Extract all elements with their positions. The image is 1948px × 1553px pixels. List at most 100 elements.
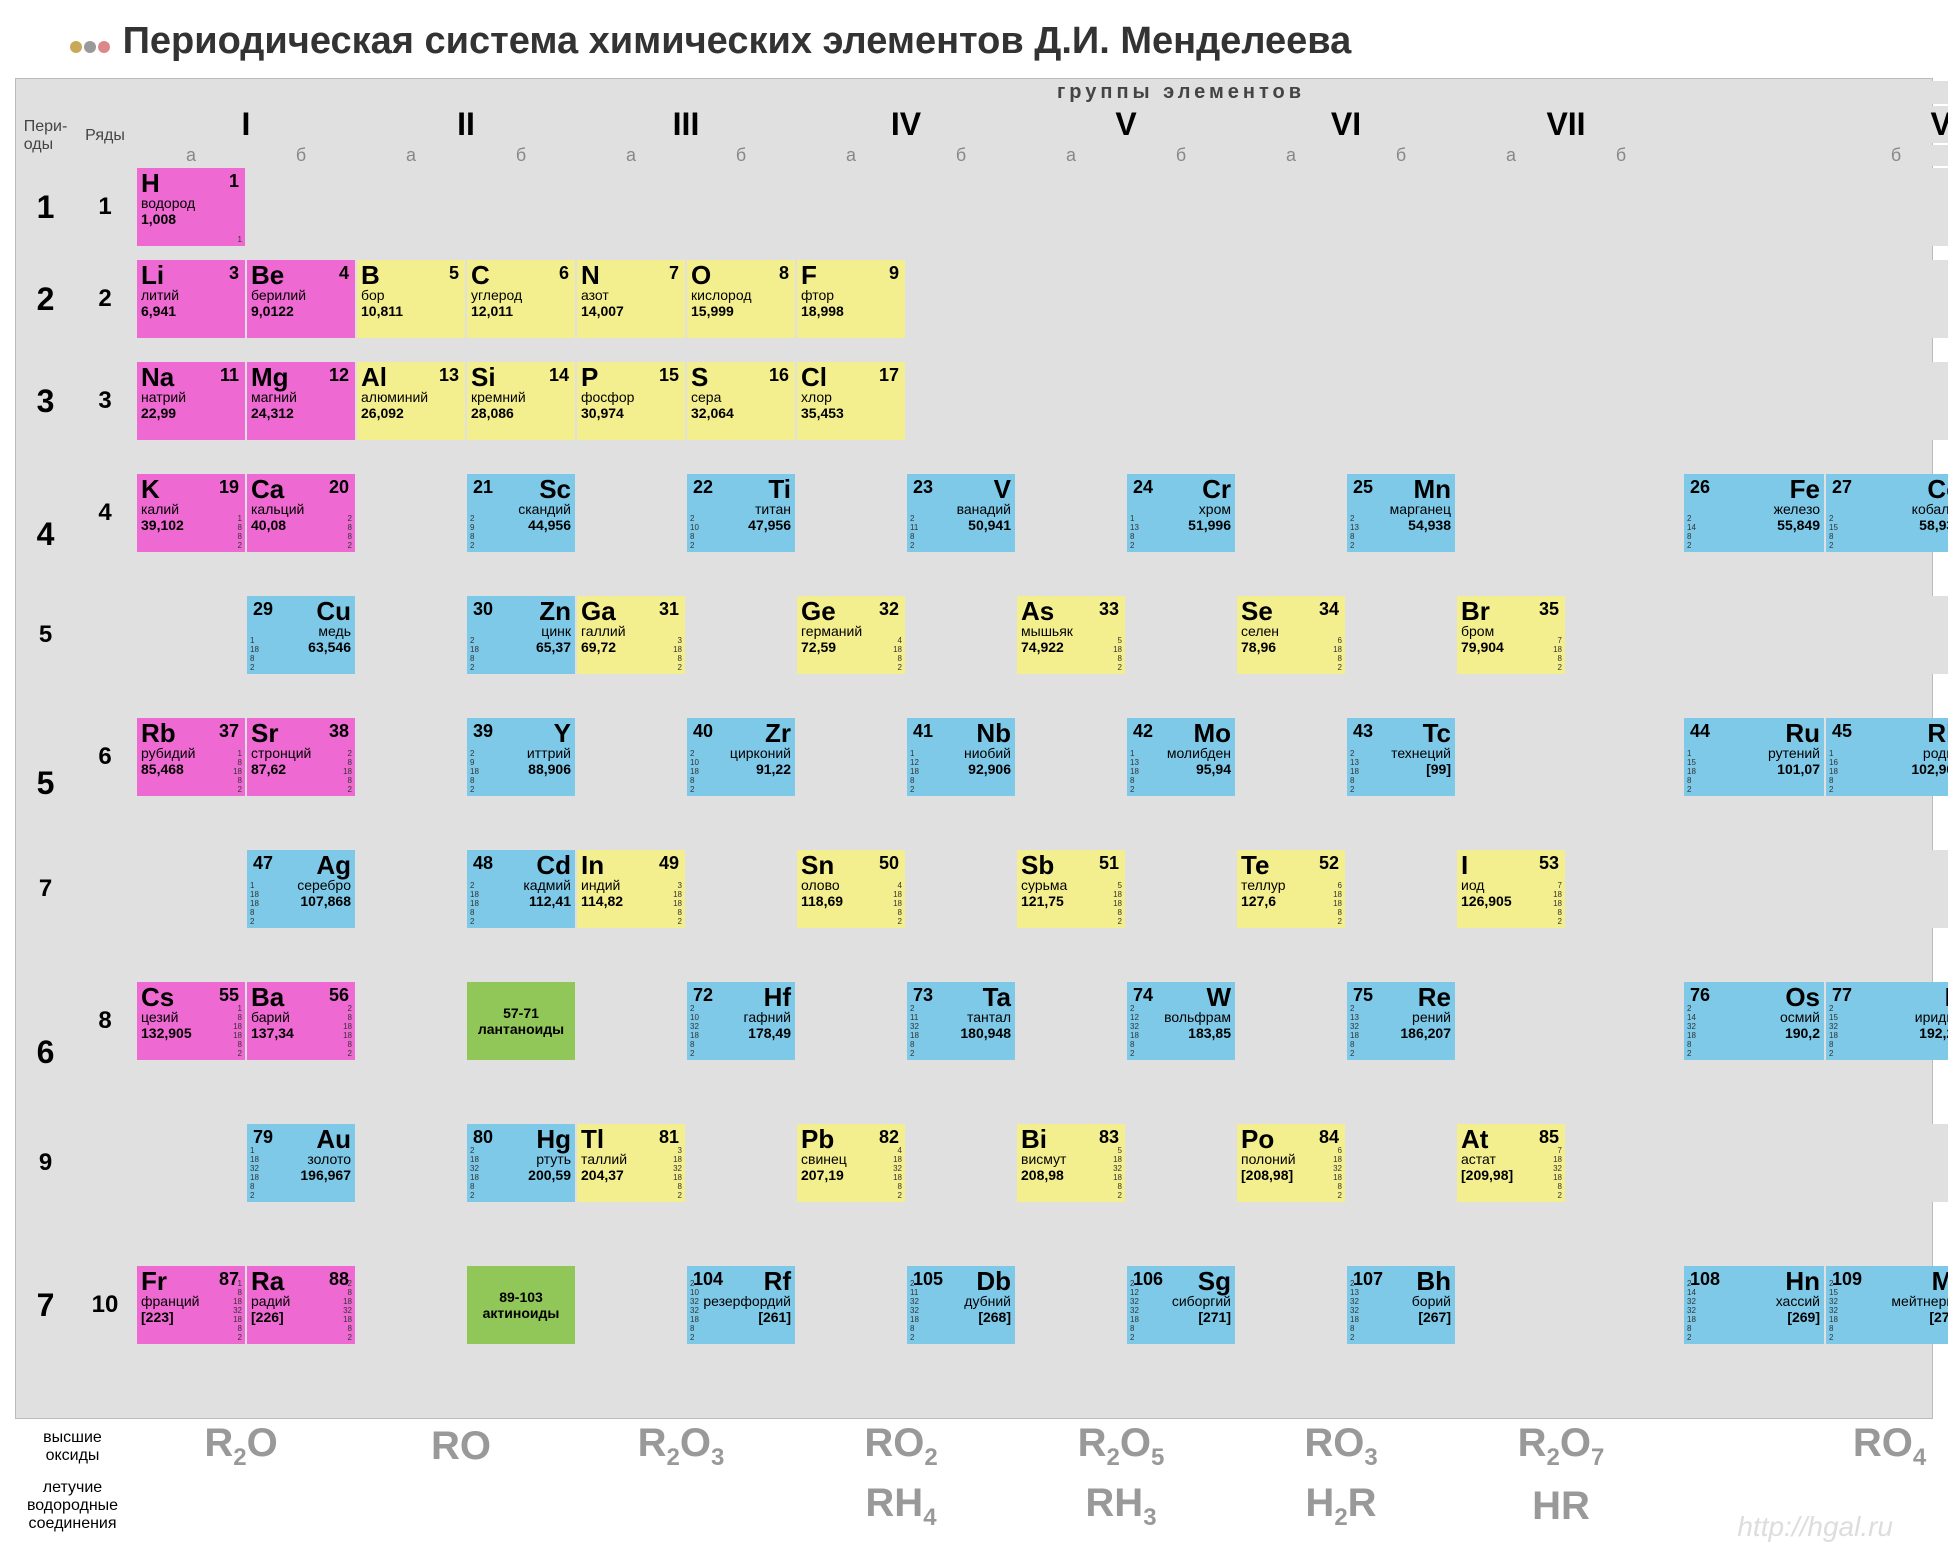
empty-cell <box>1567 982 1675 1060</box>
empty-cell <box>137 596 245 674</box>
element-Ba: 56Baбарий137,3428181882 <box>247 982 355 1060</box>
sub-b-5: б <box>1347 145 1455 166</box>
element-Li: 3Liлитий6,941 <box>137 260 245 338</box>
empty-cell <box>907 850 1015 928</box>
empty-cell <box>797 982 905 1060</box>
empty-cell <box>1017 168 1125 246</box>
empty-cell <box>1017 1266 1125 1344</box>
empty-cell <box>1127 850 1235 928</box>
empty-cell <box>1457 982 1565 1060</box>
sub-b-6: б <box>1567 145 1675 166</box>
element-Sc: 21Scскандий44,9562982 <box>467 474 575 552</box>
element-Sb: 51Sbсурьма121,755181882 <box>1017 850 1125 928</box>
empty-cell <box>1826 260 1948 338</box>
element-Bh: 107Bhборий[267]21332321882 <box>1347 1266 1455 1344</box>
empty-cell <box>357 596 465 674</box>
lanthanoids-cell: 57-71лантаноиды <box>467 982 575 1060</box>
element-Mn: 25Mnмарганец54,93821382 <box>1347 474 1455 552</box>
element-Zn: 30Znцинк65,3721882 <box>467 596 575 674</box>
oxides-row: высшиеоксиды R2OROR2O3RO2R2O5RO3R2O7RO4 <box>15 1421 1933 1472</box>
period-2: 2 <box>18 260 73 338</box>
element-Re: 75Reрений186,207213321882 <box>1347 982 1455 1060</box>
empty-cell <box>1567 1124 1675 1202</box>
element-Os: 76Osосмий190,2214321882 <box>1684 982 1824 1060</box>
hydride-4: RH3 <box>1012 1481 1230 1532</box>
element-Tl: 81Tlталлий204,37318321882 <box>577 1124 685 1202</box>
empty-cell <box>1567 260 1675 338</box>
rows-label: Ряды <box>75 106 135 166</box>
empty-cell <box>1684 168 1824 246</box>
element-P: 15Pфосфор30,974 <box>577 362 685 440</box>
element-Sg: 106Sgсиборгий[271]21232321882 <box>1127 1266 1235 1344</box>
group-4: IV <box>797 106 1015 143</box>
oxide-5: RO3 <box>1232 1421 1450 1472</box>
empty-cell <box>137 850 245 928</box>
element-W: 74Wвольфрам183,85212321882 <box>1127 982 1235 1060</box>
element-Tc: 43Tcтехнеций[99]2131882 <box>1347 718 1455 796</box>
element-N: 7Nазот14,007 <box>577 260 685 338</box>
empty-cell <box>357 1124 465 1202</box>
element-Si: 14Siкремний28,086 <box>467 362 575 440</box>
empty-cell <box>1457 474 1565 552</box>
hydride-5: H2R <box>1232 1481 1450 1532</box>
empty-cell <box>1237 474 1345 552</box>
element-Cu: 29Cuмедь63,54611882 <box>247 596 355 674</box>
sub-a-5: а <box>1237 145 1345 166</box>
element-Fr: 87Frфранций[223]1818321882 <box>137 1266 245 1344</box>
empty-cell <box>1826 850 1948 928</box>
empty-cell <box>1127 362 1235 440</box>
element-Rf: 104Rfрезерфордий[261]21032321882 <box>687 1266 795 1344</box>
sub-b-4: б <box>1127 145 1235 166</box>
hydrogen-label: летучиеводородныесоединения <box>15 1474 130 1538</box>
empty-cell <box>1347 168 1455 246</box>
oxide-2: R2O3 <box>572 1421 790 1472</box>
empty-cell <box>247 168 355 246</box>
empty-cell <box>1684 260 1824 338</box>
group-3: III <box>577 106 795 143</box>
element-Ti: 22Tiтитан47,95621082 <box>687 474 795 552</box>
element-Ca: 20Caкальций40,082882 <box>247 474 355 552</box>
empty-cell <box>357 168 465 246</box>
element-S: 16Sсера32,064 <box>687 362 795 440</box>
empty-cell <box>687 1124 795 1202</box>
row-4: 4 <box>75 474 135 552</box>
element-Mt: 109Mtмейтнерий[278]21532321882 <box>1826 1266 1948 1344</box>
empty-cell <box>1237 168 1345 246</box>
watermark: http://hgal.ru <box>1737 1511 1893 1543</box>
element-Sr: 38Srстронций87,62281882 <box>247 718 355 796</box>
element-Te: 52Teтеллур127,66181882 <box>1237 850 1345 928</box>
period-4: 4 <box>18 474 73 594</box>
period-1: 1 <box>18 168 73 246</box>
empty-cell <box>1237 260 1345 338</box>
empty-cell <box>1457 362 1565 440</box>
element-Y: 39Yиттрий88,906291882 <box>467 718 575 796</box>
empty-cell <box>1457 168 1565 246</box>
empty-cell <box>1457 260 1565 338</box>
element-Na: 11Naнатрий22,99 <box>137 362 245 440</box>
empty-cell <box>357 718 465 796</box>
empty-cell <box>137 1124 245 1202</box>
actinoids-cell: 89-103актиноиды <box>467 1266 575 1344</box>
element-Cl: 17Clхлор35,453 <box>797 362 905 440</box>
element-Ru: 44Ruрутений101,071151882 <box>1684 718 1824 796</box>
empty-cell <box>1567 596 1675 674</box>
empty-cell <box>1684 362 1824 440</box>
sub-b-1: б <box>467 145 575 166</box>
row-7: 7 <box>18 850 73 928</box>
element-Db: 105Dbдубний[268]21132321882 <box>907 1266 1015 1344</box>
row-9: 9 <box>18 1124 73 1202</box>
empty-cell <box>1127 596 1235 674</box>
period-5: 5 <box>18 718 73 848</box>
empty-cell <box>357 982 465 1060</box>
empty-cell <box>1457 1266 1565 1344</box>
group-5: V <box>1017 106 1235 143</box>
sub-b-8: б <box>1684 145 1948 166</box>
empty-cell <box>1567 474 1675 552</box>
row-6: 6 <box>75 718 135 796</box>
element-Cr: 24Crхром51,99611382 <box>1127 474 1235 552</box>
element-As: 33Asмышьяк74,92251882 <box>1017 596 1125 674</box>
element-Zr: 40Zrцирконий91,222101882 <box>687 718 795 796</box>
element-Bi: 83Biвисмут208,98518321882 <box>1017 1124 1125 1202</box>
empty-cell <box>907 260 1015 338</box>
element-I: 53Iиод126,9057181882 <box>1457 850 1565 928</box>
